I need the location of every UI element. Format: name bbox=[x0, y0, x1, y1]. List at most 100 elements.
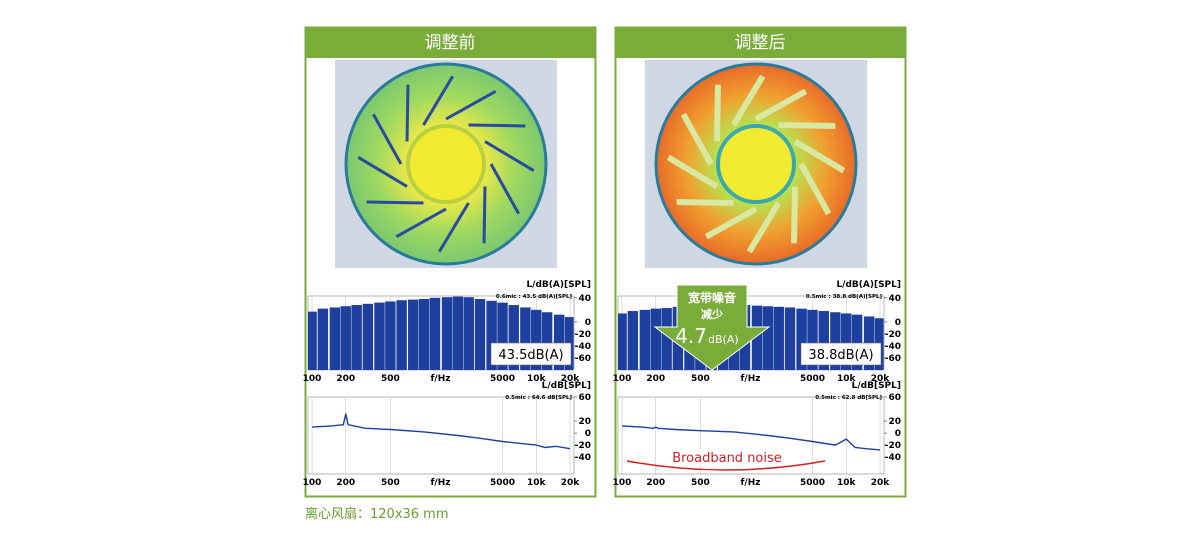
y-tick-label: -40 bbox=[575, 453, 591, 463]
bar bbox=[396, 300, 407, 370]
y-tick-label: 0 bbox=[895, 429, 901, 439]
total-label: 38.8dB(A) bbox=[808, 348, 873, 363]
caption: 离心风扇：120x36 mm bbox=[305, 506, 449, 522]
fan-blade bbox=[754, 88, 808, 122]
bar bbox=[474, 299, 486, 370]
y-tick-label: -40 bbox=[575, 342, 591, 352]
bar bbox=[452, 296, 464, 370]
x-tick-label: 500 bbox=[691, 478, 710, 488]
fan-blade bbox=[714, 84, 721, 142]
fan-blade bbox=[357, 155, 408, 188]
y-tick-label: 0 bbox=[895, 318, 901, 328]
total-label: 43.5dB(A) bbox=[498, 348, 563, 363]
bar bbox=[429, 297, 441, 370]
x-tick-label: 10k bbox=[837, 478, 857, 488]
fan-blade bbox=[372, 113, 403, 165]
bar bbox=[385, 301, 396, 370]
y-tick-label: 0 bbox=[585, 318, 591, 328]
fan-blade bbox=[666, 154, 719, 190]
bar bbox=[851, 314, 863, 370]
fan-blade bbox=[395, 207, 447, 238]
panel-title: 调整前 bbox=[425, 33, 476, 53]
fan-blade bbox=[676, 199, 734, 206]
x-tick-label: 10k bbox=[527, 374, 547, 384]
x-tick-label: 5000 bbox=[490, 374, 515, 384]
fan-blade bbox=[704, 206, 758, 240]
unit-label: L/dB(A)[SPL] bbox=[526, 280, 591, 290]
bar bbox=[841, 313, 852, 370]
panel-header bbox=[305, 27, 596, 58]
y-tick-label: -20 bbox=[885, 441, 901, 451]
bar bbox=[308, 311, 317, 370]
x-axis-label: f/Hz bbox=[431, 374, 451, 384]
x-tick-label: 100 bbox=[303, 374, 322, 384]
bar bbox=[650, 308, 661, 370]
bar bbox=[362, 303, 374, 370]
y-tick-label: -40 bbox=[885, 453, 901, 463]
fan-blade bbox=[489, 163, 520, 215]
reduction-arrow bbox=[653, 284, 771, 371]
bar bbox=[418, 299, 430, 370]
fan-blade bbox=[468, 123, 526, 128]
x-tick-label: 200 bbox=[336, 478, 355, 488]
x-tick-label: 20k bbox=[871, 374, 891, 384]
fan-blade bbox=[366, 200, 424, 205]
bar bbox=[627, 311, 639, 370]
panel-header bbox=[615, 27, 906, 58]
fan-blade bbox=[437, 202, 470, 253]
y-tick-label: 60 bbox=[888, 393, 901, 403]
fan-blade bbox=[798, 162, 832, 216]
x-tick-label: 100 bbox=[613, 478, 632, 488]
info-label: 0.5mic : 62.8 dB[SPL] bbox=[815, 395, 882, 401]
reduction-line1: 宽带噪音 bbox=[687, 290, 736, 305]
x-tick-label: 20k bbox=[871, 478, 891, 488]
y-tick-label: 20 bbox=[888, 417, 901, 427]
fft-line bbox=[311, 413, 571, 450]
y-tick-label: -20 bbox=[575, 330, 591, 340]
fan-blade bbox=[793, 138, 846, 174]
unit-label: L/dB(A)[SPL] bbox=[836, 280, 901, 290]
x-tick-label: 10k bbox=[527, 478, 547, 488]
bar bbox=[441, 297, 453, 370]
fft-line bbox=[621, 425, 881, 451]
unit-label: L/dB[SPL] bbox=[542, 381, 591, 391]
x-tick-label: 500 bbox=[691, 374, 710, 384]
bar bbox=[408, 299, 419, 370]
x-tick-label: 500 bbox=[381, 478, 400, 488]
bar bbox=[661, 308, 672, 370]
bar bbox=[508, 305, 519, 370]
fan-blade bbox=[680, 112, 714, 166]
y-tick-label: 60 bbox=[578, 393, 591, 403]
bar bbox=[818, 311, 829, 370]
bar bbox=[639, 309, 651, 370]
bar bbox=[497, 302, 508, 370]
y-tick-label: -20 bbox=[885, 330, 901, 340]
y-tick-label: -60 bbox=[575, 354, 591, 364]
total-box bbox=[490, 342, 572, 366]
y-tick-label: 20 bbox=[578, 417, 591, 427]
fan-blade bbox=[445, 90, 497, 121]
fan-blade bbox=[730, 74, 766, 127]
bar bbox=[784, 307, 796, 370]
info-label: 0.5mic : 64.6 dB[SPL] bbox=[505, 395, 572, 401]
x-tick-label: 200 bbox=[646, 478, 665, 488]
bar bbox=[374, 302, 385, 370]
x-axis-label: f/Hz bbox=[741, 374, 761, 384]
bar bbox=[807, 309, 818, 370]
fan-blade bbox=[484, 140, 535, 173]
x-axis-label: f/Hz bbox=[431, 478, 451, 488]
bar bbox=[618, 313, 627, 370]
x-tick-label: 20k bbox=[561, 374, 581, 384]
x-tick-label: 5000 bbox=[800, 478, 825, 488]
y-tick-label: -40 bbox=[885, 342, 901, 352]
fan-blade bbox=[405, 84, 410, 142]
info-label: 0.5mic : 38.8 dB(A)[SPL] bbox=[806, 294, 883, 300]
x-tick-label: 500 bbox=[381, 374, 400, 384]
x-tick-label: 20k bbox=[561, 478, 581, 488]
bar bbox=[762, 306, 774, 370]
reduction-amount: 4.7 bbox=[675, 324, 707, 348]
annotation-bg bbox=[665, 449, 790, 465]
